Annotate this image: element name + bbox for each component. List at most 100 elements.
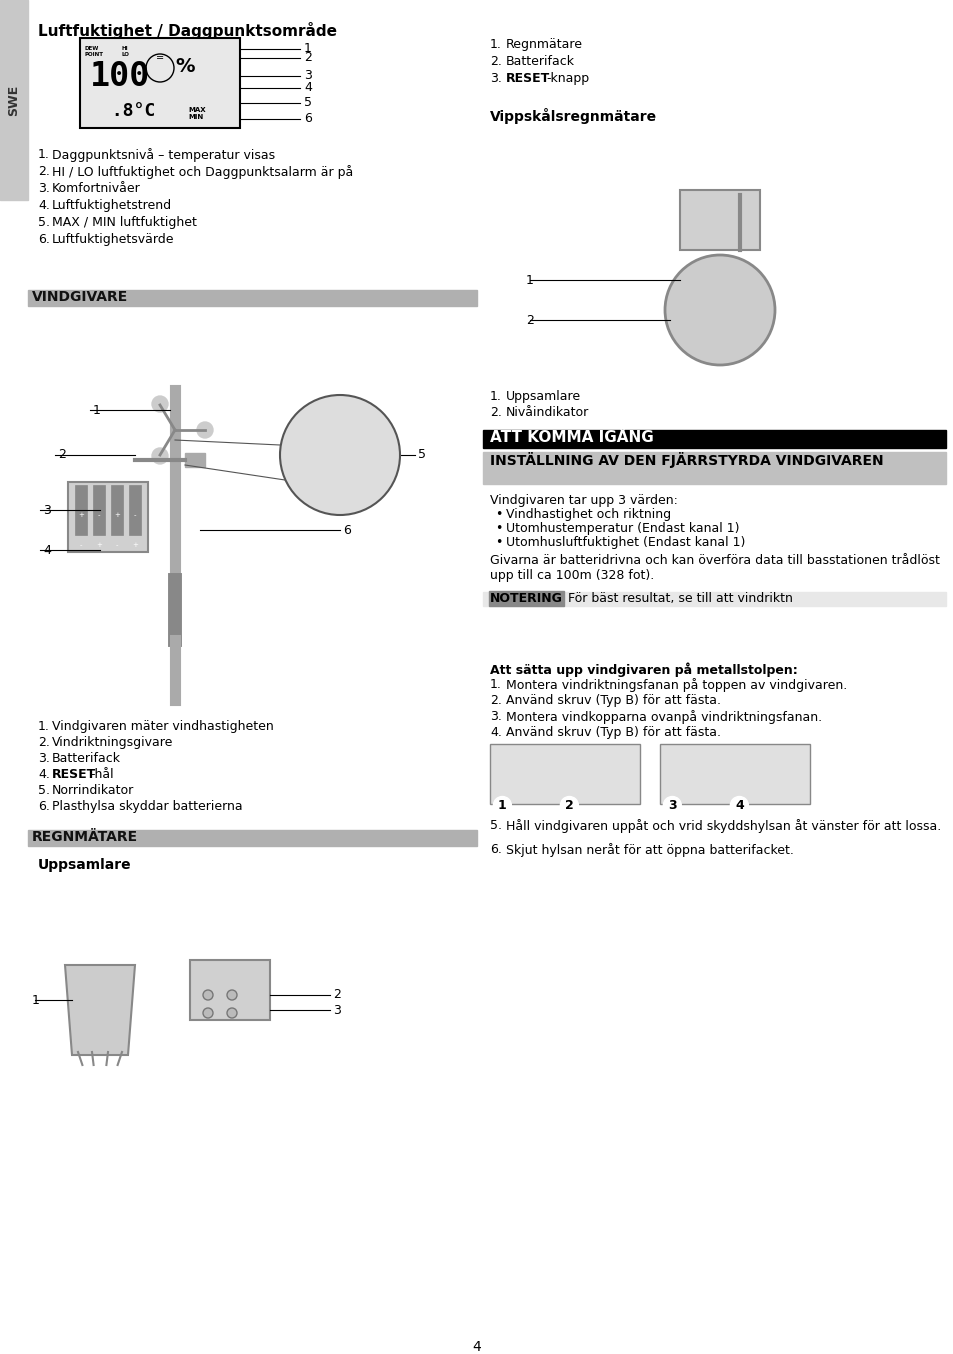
Text: 1: 1	[497, 799, 506, 812]
Text: 2: 2	[58, 448, 66, 462]
Bar	[80, 38, 240, 129]
Text: Skjut hylsan neråt för att öppna batterifacket.: Skjut hylsan neråt för att öppna batteri…	[505, 844, 793, 857]
Text: 4: 4	[43, 543, 51, 556]
Text: •: •	[495, 523, 502, 535]
Text: Använd skruv (Typ B) för att fästa.: Använd skruv (Typ B) för att fästa.	[505, 695, 720, 707]
Text: Uppsamlare: Uppsamlare	[505, 390, 580, 403]
Text: -: -	[115, 542, 118, 548]
Text: 4.: 4.	[38, 768, 50, 781]
Text: Luftfuktighet / Daggpunktsområde: Luftfuktighet / Daggpunktsområde	[38, 22, 336, 39]
Bar	[185, 454, 205, 467]
Text: RESET: RESET	[505, 72, 550, 85]
Text: Luftfuktighetsvärde: Luftfuktighetsvärde	[52, 233, 174, 246]
Text: HI
LO: HI LO	[122, 46, 130, 57]
Text: NOTERING: NOTERING	[490, 592, 562, 605]
Text: 3: 3	[333, 1003, 340, 1017]
Text: -: -	[97, 512, 100, 519]
Text: 3: 3	[304, 69, 312, 83]
Text: 6.: 6.	[38, 800, 50, 812]
Circle shape	[146, 54, 173, 83]
Text: 1: 1	[32, 994, 40, 1006]
Text: Luftfuktighetstrend: Luftfuktighetstrend	[52, 199, 172, 213]
Text: Utomhusluftfuktighet (Endast kanal 1): Utomhusluftfuktighet (Endast kanal 1)	[505, 536, 744, 548]
Text: 1: 1	[304, 42, 312, 56]
Text: DEW
POINT: DEW POINT	[85, 46, 104, 57]
Circle shape	[152, 448, 168, 464]
Text: Norrindikator: Norrindikator	[52, 784, 134, 798]
Text: 100: 100	[90, 60, 151, 93]
Bar	[490, 743, 639, 804]
Text: 5.: 5.	[490, 819, 501, 831]
Text: Batterifack: Batterifack	[505, 56, 575, 68]
Text: 2.: 2.	[490, 56, 501, 68]
Text: 3: 3	[43, 504, 51, 516]
Text: Batterifack: Batterifack	[52, 751, 121, 765]
Text: =: =	[155, 53, 164, 64]
Text: Uppsamlare: Uppsamlare	[38, 858, 132, 872]
Circle shape	[196, 422, 213, 437]
Text: 3.: 3.	[38, 181, 50, 195]
Text: •: •	[495, 508, 502, 521]
Text: -knapp: -knapp	[545, 72, 589, 85]
Text: ATT KOMMA IGÅNG: ATT KOMMA IGÅNG	[490, 431, 653, 445]
Text: -: -	[80, 542, 82, 548]
Text: Regnmätare: Regnmätare	[505, 38, 582, 51]
Text: 4.: 4.	[38, 199, 50, 213]
Text: 4: 4	[734, 799, 743, 812]
Bar	[482, 592, 945, 607]
Text: Vindgivaren mäter vindhastigheten: Vindgivaren mäter vindhastigheten	[52, 720, 274, 733]
Text: 2.: 2.	[38, 165, 50, 177]
Text: Daggpunktsnivå – temperatur visas: Daggpunktsnivå – temperatur visas	[52, 148, 274, 162]
Text: MAX / MIN luftfuktighet: MAX / MIN luftfuktighet	[52, 217, 196, 229]
Bar	[28, 830, 476, 846]
Text: Montera vindkopparna ovanpå vindriktningsfanan.: Montera vindkopparna ovanpå vindriktning…	[505, 709, 821, 724]
Circle shape	[227, 1007, 236, 1018]
Bar	[92, 485, 105, 535]
Text: 5.: 5.	[38, 784, 50, 798]
Circle shape	[203, 990, 213, 1001]
Text: Håll vindgivaren uppåt och vrid skyddshylsan åt vänster för att lossa.: Håll vindgivaren uppåt och vrid skyddshy…	[505, 819, 941, 833]
Text: Komfortnivåer: Komfortnivåer	[52, 181, 141, 195]
Text: Utomhustemperatur (Endast kanal 1): Utomhustemperatur (Endast kanal 1)	[505, 523, 739, 535]
Text: 2: 2	[525, 314, 534, 326]
Text: Vindhastighet och riktning: Vindhastighet och riktning	[505, 508, 670, 521]
Text: HI / LO luftfuktighet och Daggpunktsalarm är på: HI / LO luftfuktighet och Daggpunktsalar…	[52, 165, 353, 179]
Text: 1: 1	[525, 274, 534, 287]
Text: 4: 4	[472, 1340, 481, 1354]
Text: Vindgivaren tar upp 3 värden:: Vindgivaren tar upp 3 värden:	[490, 494, 678, 506]
Text: 1.: 1.	[490, 390, 501, 403]
Text: •: •	[495, 536, 502, 548]
Text: +: +	[114, 512, 120, 519]
Text: 5.: 5.	[38, 217, 50, 229]
Bar	[68, 482, 148, 552]
Text: REGNMÄTARE: REGNMÄTARE	[32, 830, 138, 844]
Text: +: +	[78, 512, 84, 519]
Bar	[0, 0, 28, 200]
Bar	[482, 452, 945, 483]
Text: För bäst resultat, se till att vindriktn: För bäst resultat, se till att vindriktn	[559, 592, 792, 605]
Text: 1.: 1.	[38, 720, 50, 733]
Text: Nivåindikator: Nivåindikator	[505, 406, 589, 418]
Circle shape	[664, 255, 774, 366]
Text: Vippskålsregnmätare: Vippskålsregnmätare	[490, 108, 657, 125]
Polygon shape	[65, 965, 135, 1055]
Text: RESET: RESET	[52, 768, 96, 781]
Text: INSTÄLLNING AV DEN FJÄRRSTYRDA VINDGIVAREN: INSTÄLLNING AV DEN FJÄRRSTYRDA VINDGIVAR…	[490, 452, 882, 468]
Circle shape	[152, 395, 168, 412]
Text: +: +	[132, 542, 138, 548]
Circle shape	[203, 1007, 213, 1018]
Text: 3.: 3.	[38, 751, 50, 765]
Text: 6: 6	[343, 524, 351, 536]
Text: Givarna är batteridrivna och kan överföra data till basstationen trådlöst upp ti: Givarna är batteridrivna och kan överför…	[490, 554, 939, 582]
Text: -: -	[133, 512, 136, 519]
Text: Plasthylsa skyddar batterierna: Plasthylsa skyddar batterierna	[52, 800, 242, 812]
Text: 2: 2	[304, 51, 312, 64]
Text: -hål: -hål	[90, 768, 113, 781]
Bar	[75, 485, 87, 535]
Text: 3: 3	[667, 799, 676, 812]
Text: 4: 4	[304, 81, 312, 93]
Text: 6.: 6.	[38, 233, 50, 246]
Text: SWE: SWE	[8, 84, 20, 115]
Text: Vindriktningsgivare: Vindriktningsgivare	[52, 737, 173, 749]
Text: 2: 2	[333, 988, 340, 1002]
